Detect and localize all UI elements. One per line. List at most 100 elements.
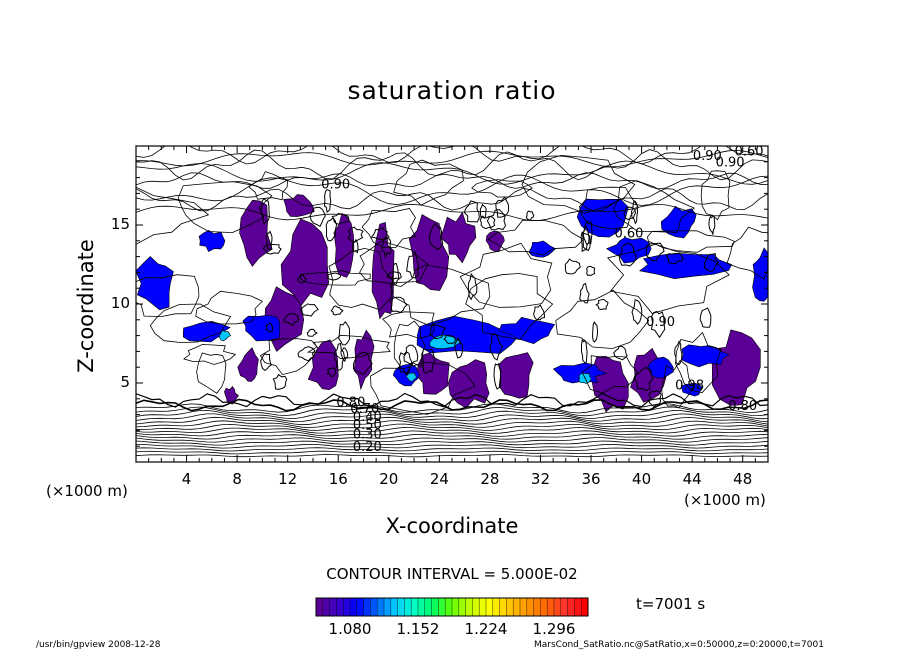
contour-line — [136, 423, 768, 431]
contour-loop — [328, 247, 393, 311]
purple-region — [283, 194, 315, 217]
contour-loop — [382, 311, 435, 339]
blue-region — [242, 314, 281, 342]
contour-loop — [330, 305, 344, 316]
contour-loop — [479, 203, 487, 220]
contour-loop — [606, 243, 730, 314]
blue-region — [605, 237, 652, 264]
contour-loop — [347, 226, 364, 244]
colorbar-label: 1.080 — [328, 620, 372, 638]
contour-label: 0.70 — [350, 402, 379, 417]
colorbar-label: 1.152 — [396, 620, 440, 638]
contour-loop — [618, 243, 637, 267]
colorbar-segment — [458, 598, 467, 616]
contour-loop — [581, 355, 639, 394]
contour-loop — [381, 236, 392, 259]
x-unit-label-right: (×1000 m) — [684, 491, 766, 509]
colorbar-segment — [322, 598, 331, 616]
purple-region — [280, 218, 330, 306]
x-unit-label-left: (×1000 m) — [46, 482, 128, 500]
contour-line — [136, 450, 768, 455]
contour-loop — [260, 353, 272, 372]
contour-label: 0.98 — [675, 378, 704, 393]
purple-region — [237, 347, 259, 382]
contour-loop — [340, 347, 349, 362]
colorbar-segment — [526, 598, 535, 616]
contour-loop — [493, 363, 502, 390]
contour-loop — [586, 265, 596, 276]
contour-label: 0.90 — [693, 149, 722, 164]
contour-label: 0.80 — [336, 396, 365, 411]
contour-label: 0.90 — [646, 315, 675, 330]
contour-loop — [582, 221, 593, 246]
contour-line — [136, 160, 768, 185]
contour-loop — [465, 273, 554, 341]
colorbar-segment — [329, 598, 337, 616]
contour-loop — [283, 313, 299, 327]
contour-loop — [359, 240, 429, 288]
contour-loop — [338, 320, 350, 346]
contour-line — [136, 149, 768, 181]
contour-loop — [613, 345, 628, 361]
contour-loop — [406, 251, 420, 279]
cyan-region — [219, 330, 232, 342]
contour-loop — [393, 159, 464, 206]
contour-loop — [533, 304, 546, 321]
contour-line — [136, 426, 768, 434]
x-tick-label: 40 — [632, 470, 652, 488]
contour-loop — [398, 351, 413, 376]
contour-label: 0.40 — [353, 410, 382, 425]
contour-line — [136, 403, 768, 414]
contour-line — [136, 174, 768, 206]
colorbar-segment — [520, 598, 528, 616]
contour-loop — [579, 282, 590, 304]
cyan-region — [405, 372, 417, 382]
colorbar-segment — [567, 598, 575, 616]
contour-loop — [370, 361, 476, 415]
contour-loop — [300, 303, 319, 317]
contour-loop — [309, 206, 326, 228]
contour-label: 0.20 — [353, 440, 382, 455]
x-tick-label: 20 — [379, 470, 399, 488]
colorbar-segment — [350, 598, 358, 616]
contour-loop — [326, 272, 342, 281]
contour-loop — [623, 206, 637, 221]
colorbar-segment — [499, 598, 507, 616]
contour-loop — [421, 348, 436, 374]
contour-loop — [463, 200, 480, 223]
contour-label: 0.90 — [321, 178, 350, 193]
contour-line — [136, 398, 768, 412]
contour-loop — [429, 324, 447, 340]
contour-loop — [403, 344, 419, 365]
contour-label: 0.60 — [614, 227, 643, 242]
contour-line — [136, 409, 768, 420]
y-tick-label: 15 — [110, 215, 130, 233]
purple-region — [440, 211, 477, 264]
x-tick-label: 36 — [581, 470, 601, 488]
x-tick-label: 24 — [429, 470, 449, 488]
contour-loop — [564, 258, 581, 275]
blue-region — [647, 356, 674, 379]
contour-loop — [700, 170, 731, 221]
colorbar-segment — [465, 598, 473, 616]
colorbar-segment — [560, 598, 569, 616]
colorbar-label: 1.296 — [532, 620, 576, 638]
colorbar-segment — [581, 598, 589, 616]
x-tick-label: 4 — [181, 470, 192, 488]
y-tick-label: 10 — [110, 294, 130, 312]
contour-loop — [443, 334, 456, 345]
contour-loop — [486, 209, 507, 231]
contour-loop — [650, 310, 666, 339]
contour-loop — [581, 225, 590, 251]
contour-loop — [648, 390, 662, 408]
contour-loop — [645, 242, 665, 262]
contour-loop — [521, 154, 636, 214]
blue-region — [136, 256, 174, 311]
contour-loop — [306, 334, 391, 360]
contour-loop — [299, 270, 371, 286]
contour-loop — [674, 340, 683, 366]
x-tick-label: 44 — [682, 470, 702, 488]
contour-loop — [196, 352, 227, 394]
contour-loop — [708, 214, 716, 235]
colorbar-segment — [554, 598, 562, 616]
